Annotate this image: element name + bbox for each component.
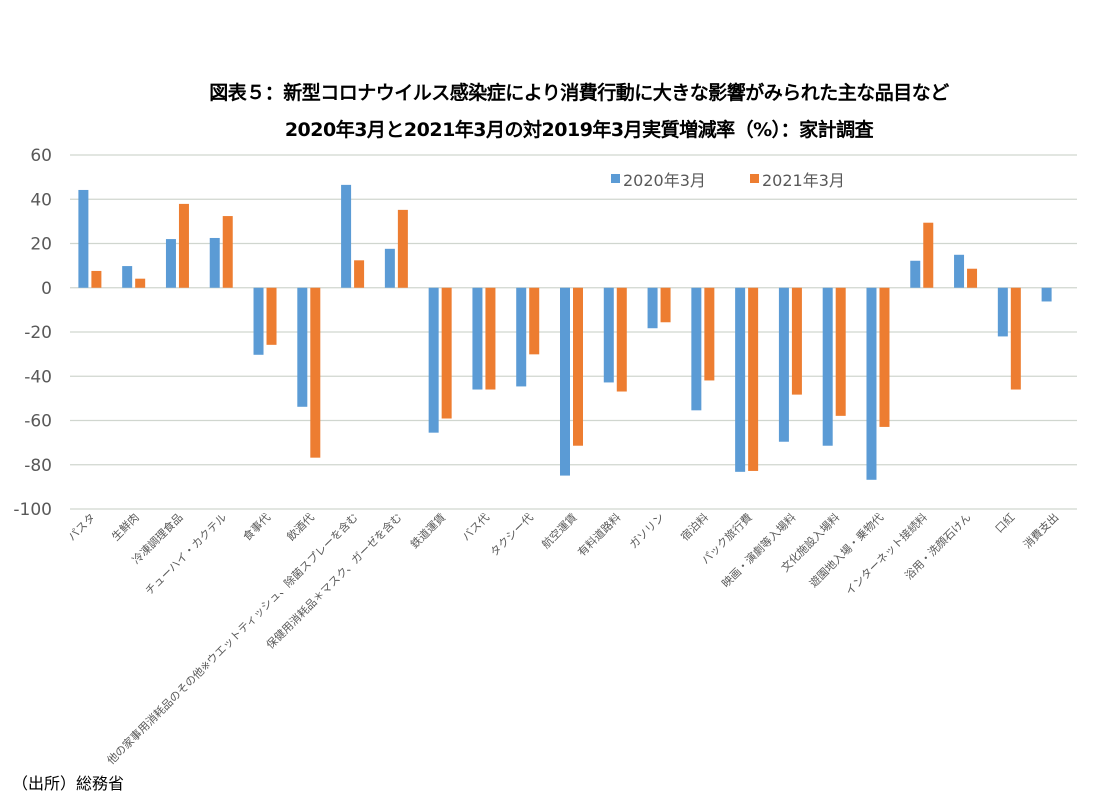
bar-2020 [384,248,395,288]
bar-2020 [1041,287,1052,302]
bar-2021 [441,287,452,419]
bar-2021 [967,268,978,288]
bar-2021 [222,216,233,288]
bars [78,184,1052,480]
chart-title: 図表５：新型コロナウイルス感染症により消費行動に大きな影響がみられた主な品目など [209,82,949,104]
bar-2021 [791,287,802,395]
x-tick-label: バス代 [460,511,493,544]
y-tick-label: 40 [30,190,52,210]
x-tick-label: 飲酒代 [284,510,317,543]
x-tick-label: 宿泊料 [678,510,711,543]
bar-2021 [879,287,890,427]
x-tick-label: 消費支出 [1020,510,1061,551]
y-tick-label: -20 [24,323,52,343]
bar-2021 [485,287,496,390]
x-tick-label: 食事代 [240,510,273,543]
x-tick-label: インターネット接続料 [842,510,930,598]
bar-2020 [954,254,965,288]
bar-2020 [866,287,877,480]
bar-2021 [178,203,189,288]
x-tick-label: ガソリン [627,511,667,551]
bar-2021 [573,287,583,446]
legend-swatch-2021 [750,174,759,183]
bar-2021 [660,287,671,323]
x-tick-label: 航空運賃 [539,510,580,551]
y-tick-label: 20 [30,235,52,255]
x-tick-label: 生鮮肉 [109,510,142,543]
x-tick-label: タクシー代 [488,511,536,559]
y-tick-label: 60 [30,146,52,166]
bar-2020 [910,260,921,288]
bar-2020 [472,287,483,390]
x-tick-label: 遊園地入場・乗物代 [806,510,886,590]
y-axis: 60 40 20 0 -20 -40 -60 -80 -100 [13,146,52,520]
bar-2020 [691,287,702,411]
x-tick-label: パスタ [65,511,98,544]
bar-2021 [310,287,321,458]
bar-2020 [735,287,746,472]
bar-2020 [122,266,133,288]
x-tick-label: 映画・演劇等入場料 [719,510,799,590]
y-tick-label: -100 [13,500,52,520]
bar-2021 [135,278,146,288]
bar-2021 [266,287,277,345]
bar-2020 [822,287,833,446]
x-tick-label: 有料道路料 [575,510,624,559]
bar-2021 [704,287,715,381]
bar-2021 [529,287,540,355]
chart-subtitle: 2020年3月と2021年3月の対2019年3月実質増減率（%）：家計調査 [284,119,874,141]
legend-label-2021: 2021年3月 [762,171,845,190]
bar-2020 [165,239,176,288]
legend-swatch-2020 [611,174,620,183]
bar-2020 [428,287,439,433]
bar-2021 [1010,287,1021,390]
y-tick-label: 0 [41,279,52,299]
bar-2021 [923,222,934,288]
bar-2020 [516,287,527,387]
x-tick-label: チューハイ・カクテル [143,511,230,598]
legend: 2020年3月 2021年3月 [611,171,845,190]
bar-2021 [354,260,365,288]
bar-2021 [748,287,759,471]
bar-2021 [397,209,408,288]
bar-2021 [835,287,846,416]
x-tick-label: 鉄道運賃 [407,510,448,551]
bar-2020 [341,184,352,288]
bar-2020 [297,287,308,407]
y-tick-label: -60 [24,412,52,432]
source-note: （出所）総務省 [12,774,125,793]
legend-label-2020: 2020年3月 [623,171,706,190]
y-tick-label: -40 [24,367,52,387]
bar-2020 [647,287,658,329]
bar-2020 [560,287,570,476]
bar-2020 [253,287,264,355]
x-tick-label: 口紅 [993,511,1018,536]
bar-2021 [91,270,102,288]
bar-2020 [997,287,1008,337]
bar-2020 [209,237,220,288]
bar-2020 [603,287,614,383]
y-tick-label: -80 [24,456,52,476]
bar-2020 [78,189,89,288]
bar-2021 [616,287,627,392]
bar-2020 [778,287,789,442]
